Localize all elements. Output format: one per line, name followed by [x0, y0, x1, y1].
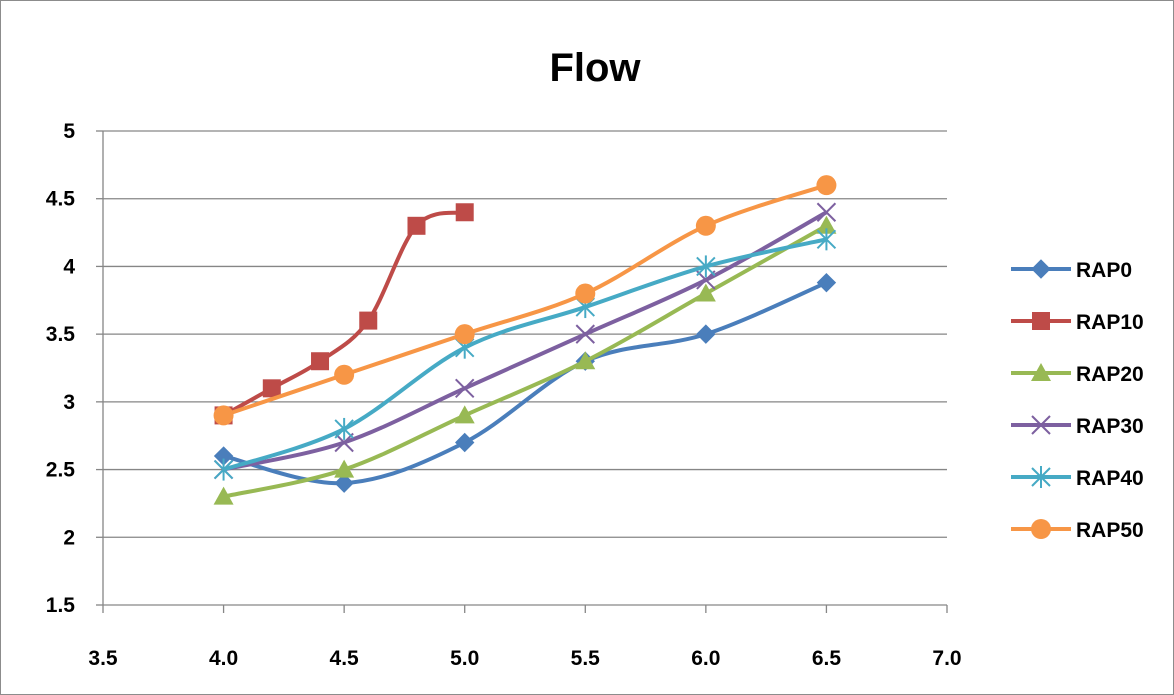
data-point-rap30: [334, 432, 354, 453]
x-tick-label: 5.5: [571, 647, 601, 670]
legend-label: RAP40: [1076, 467, 1144, 490]
legend-item-rap20: RAP20: [1011, 363, 1144, 386]
x-stroke: [334, 432, 354, 453]
data-point-rap30: [455, 378, 475, 399]
legend-label: RAP0: [1076, 259, 1132, 282]
x-stroke: [696, 270, 716, 290]
y-tick-label: 3.5: [46, 323, 76, 346]
data-point-rap10: [311, 352, 330, 371]
data-point-rap50: [454, 324, 475, 345]
legend-item-rap30: RAP30: [1011, 415, 1144, 438]
y-tick-label: 2: [63, 526, 75, 549]
legend-label: RAP20: [1076, 363, 1144, 386]
data-point-rap30: [575, 324, 595, 344]
data-point-rap20: [454, 405, 475, 424]
legend-marker: [1032, 312, 1050, 330]
data-point-rap50: [213, 405, 234, 426]
y-tick-label: 5: [63, 120, 75, 143]
series-rap0: [213, 272, 837, 493]
y-tick-label: 4: [63, 255, 75, 278]
data-point-rap20: [575, 351, 596, 370]
legend-item-rap10: RAP10: [1011, 311, 1144, 334]
data-point-rap30: [816, 202, 837, 222]
data-point-rap20: [213, 486, 234, 505]
y-tick-label: 4.5: [46, 188, 76, 211]
series-rap50: [213, 175, 837, 426]
data-point-rap20: [334, 459, 355, 478]
data-point-rap0: [696, 324, 716, 344]
data-point-rap50: [816, 175, 837, 196]
data-point-rap30: [696, 270, 716, 290]
legend-item-rap50: RAP50: [1011, 519, 1144, 542]
data-point-rap10: [262, 379, 281, 398]
series-rap30: [213, 202, 837, 480]
data-point-rap50: [334, 364, 355, 385]
data-point-rap0: [816, 272, 837, 293]
x-tick-label: 6.0: [691, 647, 720, 670]
x-tick-label: 6.5: [812, 647, 842, 670]
series-rap20: [213, 215, 837, 505]
x-tick-label: 4.0: [209, 647, 238, 670]
series-line-rap30: [223, 210, 828, 472]
data-point-rap50: [695, 215, 716, 236]
axes: [96, 130, 948, 613]
x-tick-label: 7.0: [932, 647, 961, 670]
legend: RAP0 RAP10 RAP20 RAP30 RAP40 RAP50: [1011, 259, 1144, 542]
x-tick-label: 5.0: [450, 647, 479, 670]
data-point-rap10: [359, 311, 378, 330]
x-stroke: [575, 324, 595, 344]
tick-labels: 1.5 2 2.5 3 3.5 4 4.5 5 3.5 4.0 4.5 5.0 5.5 6.0 6.5 7.0: [46, 120, 962, 670]
series-group: [213, 175, 837, 505]
y-tick-label: 3: [63, 391, 75, 414]
x-stroke: [1031, 415, 1051, 435]
data-point-rap20: [695, 283, 716, 302]
series-line-rap0: [223, 280, 828, 486]
series-line-rap50: [222, 183, 828, 418]
data-point-rap50: [575, 283, 596, 304]
legend-marker: [1031, 363, 1051, 381]
legend-marker: [1031, 415, 1051, 435]
x-stroke: [816, 202, 837, 222]
series-line-rap20: [223, 224, 828, 499]
legend-marker: [1031, 259, 1051, 279]
data-point-rap40: [334, 417, 354, 440]
data-point-rap40: [213, 458, 234, 481]
data-point-rap20: [816, 215, 837, 234]
legend-label: RAP50: [1076, 519, 1144, 542]
data-point-rap40: [696, 255, 716, 278]
legend-item-rap40: RAP40: [1011, 466, 1144, 490]
data-point-rap0: [455, 432, 475, 453]
x-stroke: [455, 378, 475, 399]
data-point-rap40: [816, 228, 837, 251]
legend-item-rap0: RAP0: [1011, 259, 1132, 282]
data-point-rap0: [334, 473, 354, 493]
legend-label: RAP10: [1076, 311, 1144, 334]
data-point-rap10: [455, 203, 474, 222]
series-line-rap10: [222, 210, 466, 418]
x-tick-label: 4.5: [330, 647, 360, 670]
chart-title: Flow: [549, 46, 641, 90]
y-tick-label: 1.5: [46, 594, 76, 617]
series-rap10: [214, 203, 474, 425]
x-tick-label: 3.5: [88, 647, 118, 670]
legend-label: RAP30: [1076, 415, 1144, 438]
series-line-rap40: [222, 237, 827, 472]
legend-marker: [1031, 466, 1051, 488]
data-point-rap10: [407, 216, 426, 235]
legend-marker: [1031, 519, 1051, 539]
y-tick-label: 2.5: [46, 459, 76, 482]
